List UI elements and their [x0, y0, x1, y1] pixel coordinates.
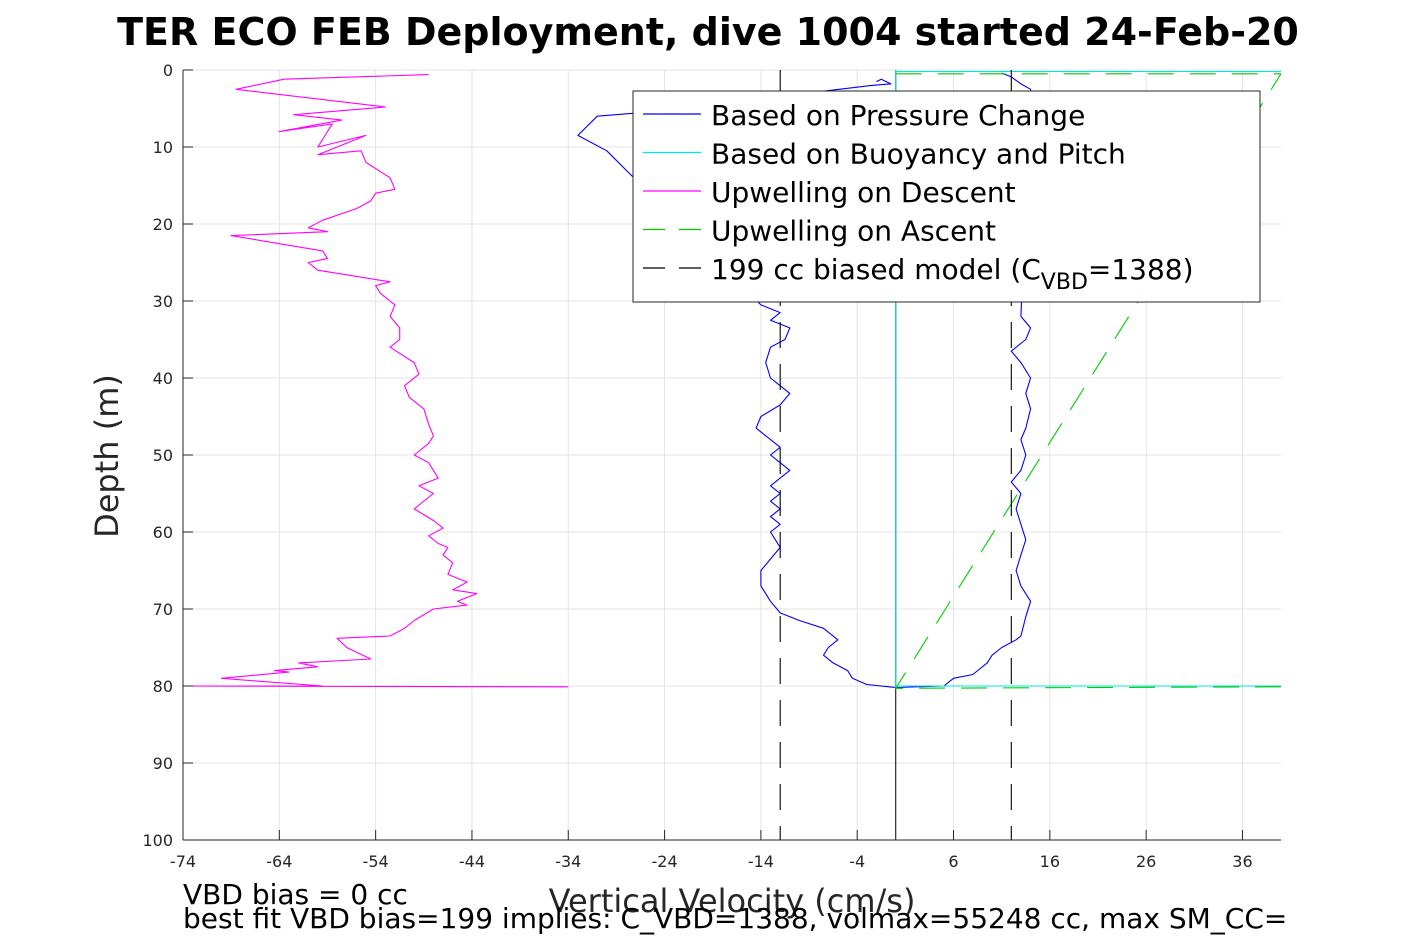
y-tick-label: 0 — [163, 61, 173, 80]
legend-label: Based on Pressure Change — [711, 99, 1085, 132]
x-tick-label: 16 — [1040, 852, 1060, 871]
x-axis-label: Vertical Velocity (cm/s) — [549, 882, 916, 920]
x-tick-label: -14 — [748, 852, 774, 871]
y-tick-label: 30 — [153, 292, 173, 311]
x-tick-label: 36 — [1232, 852, 1252, 871]
y-tick-label: 100 — [142, 831, 173, 850]
y-axis-label: Depth (m) — [88, 374, 126, 538]
x-tick-label: -44 — [459, 852, 485, 871]
y-tick-label: 50 — [153, 446, 173, 465]
vbd-bias-footnote: VBD bias = 0 cc — [183, 878, 408, 911]
y-tick-label: 40 — [153, 369, 173, 388]
legend-label-tail: =1388) — [1088, 253, 1194, 286]
x-tick-label: 26 — [1136, 852, 1156, 871]
legend-label: Upwelling on Ascent — [711, 215, 996, 248]
axes: -74 -64 -54 -44 -34 -24 -14 -4 6 16 26 36 0 10 20 30 40 5… — [142, 61, 1281, 871]
series-2-line — [183, 74, 569, 688]
x-tick-label: -4 — [849, 852, 865, 871]
x-tick-label: -74 — [170, 852, 196, 871]
chart-title: TER ECO FEB Deployment, dive 1004 starte… — [117, 10, 1299, 54]
y-tick-label: 20 — [153, 215, 173, 234]
y-tick-label: 70 — [153, 600, 173, 619]
series-0-line — [577, 72, 1032, 689]
y-tick-label: 80 — [153, 677, 173, 696]
legend-box — [632, 90, 1261, 303]
best-fit-footnote: best fit VBD bias=199 implies: C_VBD=138… — [183, 902, 1287, 935]
y-tick-label: 10 — [153, 138, 173, 157]
x-tick-label: -34 — [555, 852, 581, 871]
legend-label: Based on Buoyancy and Pitch — [711, 138, 1126, 171]
y-tick-label: 90 — [153, 754, 173, 773]
x-tick-label: -64 — [266, 852, 292, 871]
x-tick-label: -24 — [652, 852, 678, 871]
y-tick-label: 60 — [153, 523, 173, 542]
legend-label-subscript: VBD — [1041, 270, 1088, 295]
x-tick-label: 6 — [948, 852, 958, 871]
legend: Based on Pressure Change Based on Buoyanc… — [632, 90, 1261, 303]
legend-label: Upwelling on Descent — [711, 176, 1016, 209]
series-3-line — [895, 73, 1281, 689]
x-tick-label: -54 — [363, 852, 389, 871]
series-1-line — [895, 70, 1281, 689]
